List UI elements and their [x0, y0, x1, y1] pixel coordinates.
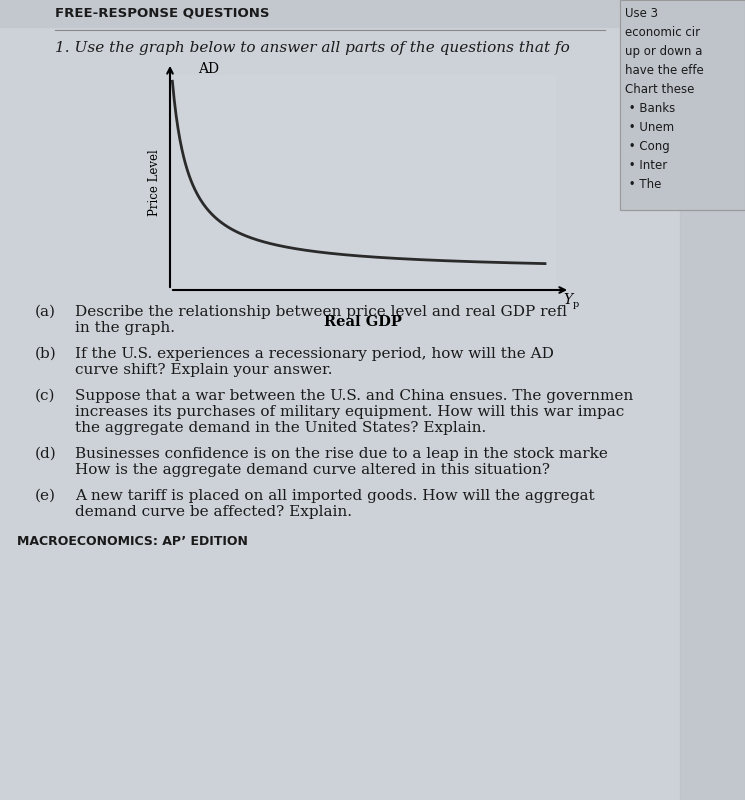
Text: Businesses confidence is on the rise due to a leap in the stock marke: Businesses confidence is on the rise due…: [75, 447, 608, 461]
Text: (e): (e): [35, 489, 56, 503]
Bar: [0, 0, 620, 27]
Text: the aggregate demand in the United States? Explain.: the aggregate demand in the United State…: [75, 421, 486, 435]
Text: p: p: [573, 300, 580, 309]
Text: A new tariff is placed on all imported goods. How will the aggregat: A new tariff is placed on all imported g…: [75, 489, 595, 503]
Text: curve shift? Explain your answer.: curve shift? Explain your answer.: [75, 363, 332, 377]
Text: • Cong: • Cong: [625, 140, 670, 153]
Text: economic cir: economic cir: [625, 26, 700, 39]
Text: Price Level: Price Level: [148, 149, 162, 216]
Text: • The: • The: [625, 178, 662, 191]
Text: up or down a: up or down a: [625, 45, 703, 58]
Text: MACROECONOMICS: AP’ EDITION: MACROECONOMICS: AP’ EDITION: [17, 535, 248, 548]
Bar: [620, 0, 745, 210]
Text: Describe the relationship between price level and real GDP refl: Describe the relationship between price …: [75, 305, 567, 319]
Text: (b): (b): [35, 347, 57, 361]
Text: (d): (d): [35, 447, 57, 461]
Text: FREE-RESPONSE QUESTIONS: FREE-RESPONSE QUESTIONS: [55, 6, 270, 19]
Text: Y: Y: [563, 293, 572, 307]
Text: Chart these: Chart these: [625, 83, 694, 96]
Text: demand curve be affected? Explain.: demand curve be affected? Explain.: [75, 505, 352, 519]
Text: Suppose that a war between the U.S. and China ensues. The governmen: Suppose that a war between the U.S. and …: [75, 389, 633, 403]
Text: (c): (c): [35, 389, 55, 403]
Bar: [170, 75, 555, 290]
Text: in the graph.: in the graph.: [75, 321, 175, 335]
Text: 1. Use the graph below to answer all parts of the questions that fo: 1. Use the graph below to answer all par…: [55, 41, 570, 55]
Text: • Unem: • Unem: [625, 121, 674, 134]
Text: Use 3: Use 3: [625, 7, 658, 20]
Bar: [620, 0, 745, 210]
Bar: [680, 0, 745, 800]
Text: • Banks: • Banks: [625, 102, 675, 115]
Text: How is the aggregate demand curve altered in this situation?: How is the aggregate demand curve altere…: [75, 463, 550, 477]
Text: If the U.S. experiences a recessionary period, how will the AD: If the U.S. experiences a recessionary p…: [75, 347, 554, 361]
Text: (a): (a): [35, 305, 56, 319]
Text: AD: AD: [198, 62, 219, 76]
Text: have the effe: have the effe: [625, 64, 704, 77]
Text: • Inter: • Inter: [625, 159, 668, 172]
Text: Real GDP: Real GDP: [323, 315, 402, 329]
Text: increases its purchases of military equipment. How will this war impac: increases its purchases of military equi…: [75, 405, 624, 419]
